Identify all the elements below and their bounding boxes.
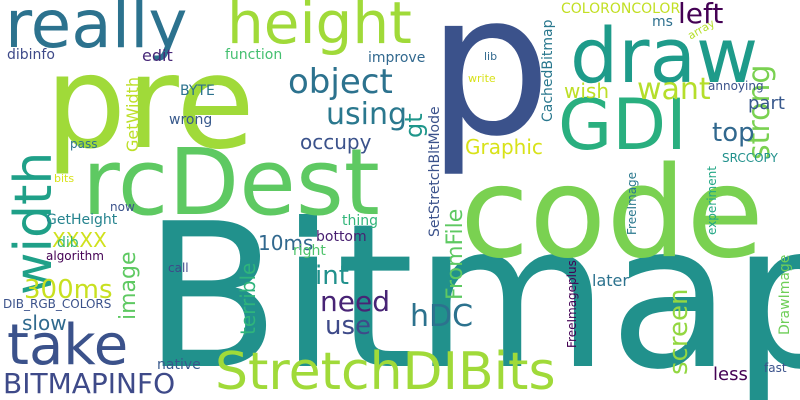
word-stretchdibits: StretchDIBits	[215, 342, 556, 400]
word-want: want	[637, 72, 711, 107]
word-less: less	[713, 364, 748, 385]
word-int: int	[315, 261, 349, 291]
word-byte: BYTE	[180, 83, 215, 99]
word-need: need	[320, 285, 390, 318]
word-experiment: experiment	[705, 166, 719, 235]
word-dib: dib	[57, 235, 79, 251]
word-algorithm: algorithm	[46, 249, 104, 263]
word-top: top	[712, 118, 755, 148]
word-code: code	[460, 139, 764, 286]
word-ms: ms	[652, 14, 673, 30]
word-fromfile: FromFile	[443, 208, 468, 300]
word-take: take	[7, 313, 129, 378]
word-p: p	[427, 0, 552, 180]
word-occupy: occupy	[300, 130, 372, 154]
word-freeimage: FreeImage	[625, 171, 639, 235]
word-xxxx: XXXX	[52, 228, 107, 252]
word-setstretchbltmode: SetStretchBltMode	[427, 106, 443, 237]
word-drawimage: DrawImage	[777, 254, 793, 335]
word-object: object	[288, 62, 393, 102]
word-pre: pre	[45, 29, 255, 178]
word-bottom: bottom	[316, 229, 367, 245]
word-dibinfo: dibinfo	[7, 47, 55, 63]
word-gdi: GDI	[558, 84, 687, 166]
word-slow: slow	[22, 311, 67, 335]
word-height: height	[227, 0, 412, 57]
word-bitmap: Bitmap	[143, 181, 800, 400]
word-bits: bits	[54, 172, 75, 185]
word-cachedbitmap: CachedBitmap	[540, 19, 556, 122]
word-coloroncolor: COLORONCOLOR	[561, 1, 681, 17]
word-thing: thing	[342, 213, 379, 229]
word-right: right	[293, 243, 326, 259]
word-dib-rgb-colors: DIB_RGB_COLORS	[3, 297, 112, 311]
word-image: image	[116, 251, 141, 320]
word-left: left	[678, 0, 724, 30]
word-native: native	[157, 357, 201, 373]
word-terrible: terrible	[236, 262, 260, 335]
word-hdc: hDC	[410, 299, 474, 334]
word-lib: lib	[484, 50, 498, 63]
word-call: call	[168, 261, 189, 275]
word-annoying: annoying	[708, 79, 764, 93]
word-300ms: 300ms	[24, 275, 113, 305]
word-screen: screen	[664, 288, 694, 375]
word-write: write	[468, 72, 496, 85]
word-really: really	[5, 0, 188, 63]
word-part: part	[748, 93, 785, 114]
word-wrong: wrong	[169, 112, 213, 128]
word-gt: gt	[400, 113, 428, 138]
word-improve: improve	[368, 50, 426, 66]
word-getheight: GetHeight	[46, 212, 118, 228]
word-graphic: Graphic	[465, 135, 543, 159]
word-rcdest: rcDest	[82, 129, 380, 236]
word-draw: draw	[570, 11, 759, 100]
word-now: now	[110, 200, 135, 214]
word-10ms: 10ms	[258, 231, 314, 255]
word-bitmapinfo: BITMAPINFO	[3, 367, 176, 400]
word-edit: edit	[142, 46, 173, 65]
word-freeimageplus: FreeImageplus	[565, 260, 579, 348]
word-getwidth: GetWidth	[123, 77, 142, 152]
word-use: use	[325, 311, 372, 341]
word-wish: wish	[564, 79, 610, 103]
word-fast: fast	[764, 361, 787, 375]
word-later: later	[592, 271, 629, 290]
word-pass: pass	[70, 137, 98, 151]
word-using: using	[326, 97, 408, 132]
word-srccopy: SRCCOPY	[722, 151, 778, 165]
word-function: function	[225, 47, 283, 63]
